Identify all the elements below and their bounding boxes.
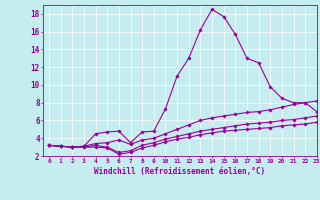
X-axis label: Windchill (Refroidissement éolien,°C): Windchill (Refroidissement éolien,°C): [94, 167, 266, 176]
